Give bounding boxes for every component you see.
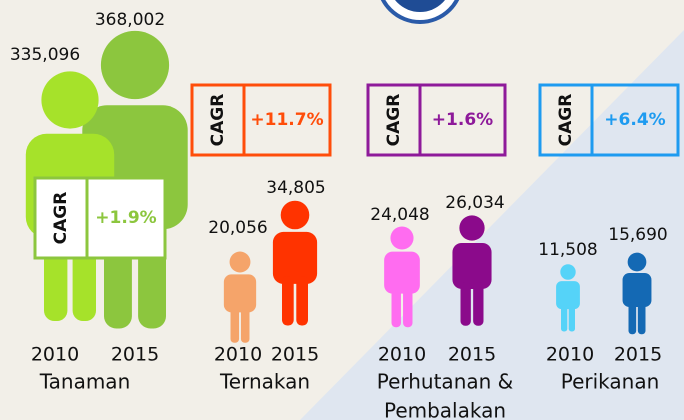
person-torso [272, 231, 318, 284]
person-head [560, 264, 576, 280]
person-leg [240, 306, 250, 343]
person-leg [230, 306, 240, 343]
person-leg [296, 276, 308, 326]
cagr-value: +11.7% [250, 110, 323, 130]
value-label: 11,508 [538, 240, 597, 260]
year-label: 2015 [448, 344, 496, 366]
cagr-title: CAGR [208, 94, 228, 147]
person-head [100, 30, 170, 100]
person-head [229, 251, 251, 273]
person-head [390, 226, 414, 250]
value-label: 15,690 [608, 225, 667, 245]
person-icon [622, 252, 652, 335]
value-label: 24,048 [370, 205, 429, 225]
year-label: 2010 [214, 344, 262, 366]
cagr-box [33, 176, 167, 260]
person-icon [223, 251, 257, 343]
year-label: 2015 [271, 344, 319, 366]
cagr-value: +6.4% [604, 110, 665, 130]
person-torso [384, 251, 420, 294]
sector-name: Pembalakan [384, 399, 506, 420]
value-label: 20,056 [208, 218, 267, 238]
person-leg [637, 301, 646, 335]
person-head [459, 215, 485, 241]
value-label: 368,002 [95, 10, 165, 30]
sector-name: Perikanan [561, 370, 660, 394]
person-leg [568, 304, 575, 332]
year-label: 2010 [378, 344, 426, 366]
person-icon [452, 215, 492, 326]
value-label: 26,034 [445, 193, 504, 213]
person-leg [403, 287, 413, 328]
person-torso [223, 274, 257, 313]
person-icon [272, 200, 318, 326]
person-head [41, 71, 99, 129]
cagr-title: CAGR [556, 94, 576, 147]
person-icon [556, 264, 580, 332]
cagr-value: +1.6% [432, 110, 493, 130]
person-leg [391, 287, 401, 328]
cagr-value: +1.9% [95, 208, 156, 228]
year-label: 2015 [111, 344, 159, 366]
year-label: 2010 [31, 344, 79, 366]
cagr-box [366, 83, 507, 157]
content: 335,096 2010 368,002 2015 CAGR +1.9% Tanaman 20… [10, 10, 680, 420]
person-torso [556, 281, 580, 310]
person-torso [622, 273, 652, 308]
person-leg [473, 282, 484, 326]
year-label: 2015 [614, 344, 662, 366]
person-leg [561, 304, 568, 332]
person-leg [282, 276, 294, 326]
cagr-box [190, 83, 332, 157]
sector-name: Ternakan [219, 370, 310, 394]
person-icon [384, 226, 420, 328]
cagr-title: CAGR [51, 192, 71, 245]
cagr-box [538, 83, 680, 157]
value-label: 34,805 [266, 178, 325, 198]
person-torso [452, 242, 492, 289]
person-head [280, 200, 310, 230]
person-leg [628, 301, 637, 335]
cagr-title: CAGR [384, 94, 404, 147]
year-label: 2010 [546, 344, 594, 366]
sector-name: Tanaman [39, 370, 131, 394]
sector-name: Perhutanan & [377, 370, 514, 394]
person-head [627, 252, 647, 272]
person-leg [460, 282, 471, 326]
value-label: 335,096 [10, 45, 80, 65]
top-icon [395, 0, 445, 12]
